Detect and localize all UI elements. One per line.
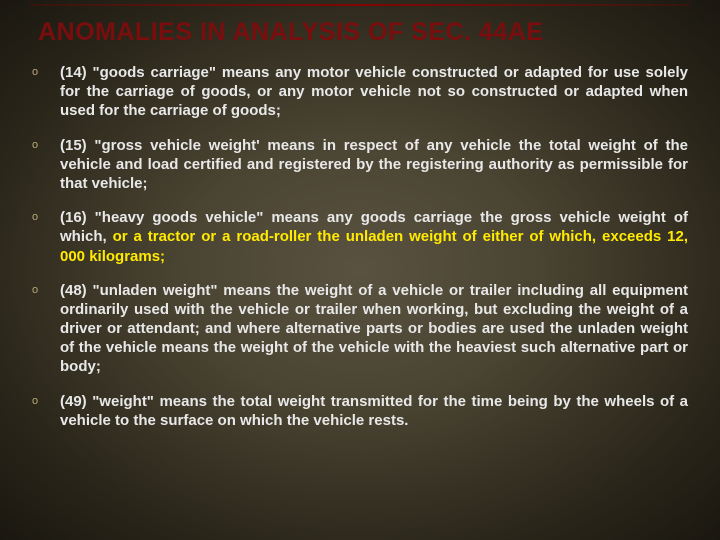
list-item: o (14) "goods carriage" means any motor … [32, 63, 688, 121]
bullet-marker: o [32, 284, 42, 296]
bullet-list: o (14) "goods carriage" means any motor … [32, 63, 688, 430]
highlighted-text: or a tractor or a road-roller the unlade… [60, 228, 688, 264]
bullet-marker: o [32, 395, 42, 407]
bullet-marker: o [32, 211, 42, 223]
definition-text: (48) "unladen weight" means the weight o… [60, 281, 688, 377]
list-item: o (16) "heavy goods vehicle" means any g… [32, 208, 688, 266]
list-item: o (15) "gross vehicle weight' means in r… [32, 136, 688, 194]
bullet-marker: o [32, 66, 42, 78]
definition-text: (15) "gross vehicle weight' means in res… [60, 136, 688, 194]
definition-text: (14) "goods carriage" means any motor ve… [60, 63, 688, 121]
bullet-marker: o [32, 139, 42, 151]
list-item: o (48) "unladen weight" means the weight… [32, 281, 688, 377]
slide-title: ANOMALIES IN ANALYSIS OF SEC. 44AE [38, 18, 688, 47]
definition-text: (16) "heavy goods vehicle" means any goo… [60, 208, 688, 266]
list-item: o (49) "weight" means the total weight t… [32, 392, 688, 430]
slide-container: ANOMALIES IN ANALYSIS OF SEC. 44AE o (14… [0, 0, 720, 540]
definition-text: (49) "weight" means the total weight tra… [60, 392, 688, 430]
